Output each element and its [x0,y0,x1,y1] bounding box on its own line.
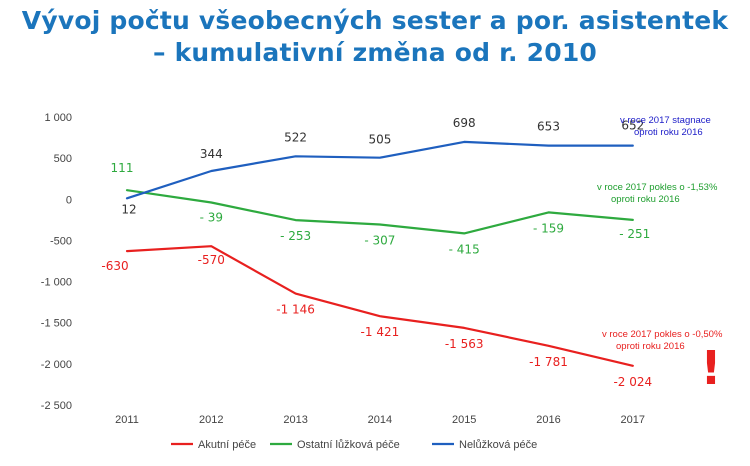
y-tick-label: -2 000 [41,359,72,371]
chart-title-line-2: – kumulativní změna od r. 2010 [152,38,598,67]
x-tick-label: 2015 [452,414,476,426]
x-tick-label: 2011 [115,414,139,426]
y-tick-label: 1 000 [44,112,72,124]
data-label: - 159 [533,221,564,235]
annotation-text: oproti roku 2016 [634,127,703,138]
legend-label: Nelůžková péče [459,439,537,451]
series-line-1 [125,189,634,235]
annotation-text: oproti roku 2016 [611,194,680,205]
chart-title-line-1: Vývoj počtu všeobecných sester a por. as… [21,6,729,35]
data-label: 12 [121,202,136,216]
y-tick-label: -1 500 [41,318,72,330]
series-line-0 [125,245,634,367]
annotation-text: v roce 2017 pokles o -1,53% [597,182,718,193]
data-label: 344 [200,147,223,161]
data-label: -1 146 [276,303,315,317]
legend-label: Akutní péče [198,439,256,451]
x-tick-label: 2013 [283,414,307,426]
data-label: 698 [453,116,476,130]
y-tick-label: 500 [54,153,72,165]
annotation-text: v roce 2017 pokles o -0,50% [602,329,723,340]
y-tick-label: -1 000 [41,277,72,289]
data-label: -1 781 [529,355,568,369]
data-label: 652 [621,119,644,133]
data-label: 653 [537,120,560,134]
x-tick-label: 2016 [536,414,560,426]
series-line-2 [125,140,634,200]
data-label: 522 [284,130,307,144]
data-label: -630 [101,259,128,273]
y-tick-label: 0 [66,194,72,206]
legend-label: Ostatní lůžková péče [297,439,400,451]
data-label: 505 [368,133,391,147]
data-label: - 415 [449,242,480,256]
annotation-text: v roce 2017 stagnace [620,115,711,126]
x-tick-label: 2014 [368,414,392,426]
data-label: - 39 [200,210,223,224]
data-label: -1 421 [361,325,400,339]
data-label: 111 [111,161,134,175]
y-tick-label: -500 [50,235,72,247]
x-tick-label: 2017 [621,414,645,426]
exclamation-mark: ! [701,341,722,395]
x-tick-label: 2012 [199,414,223,426]
data-label: -2 024 [613,375,652,389]
data-label: - 251 [619,227,650,241]
data-label: -570 [198,253,225,267]
data-label: - 253 [280,229,311,243]
data-label: -1 563 [445,337,484,351]
y-tick-label: -2 500 [41,400,72,412]
annotation-text: oproti roku 2016 [616,341,685,352]
data-label: - 307 [364,234,395,248]
